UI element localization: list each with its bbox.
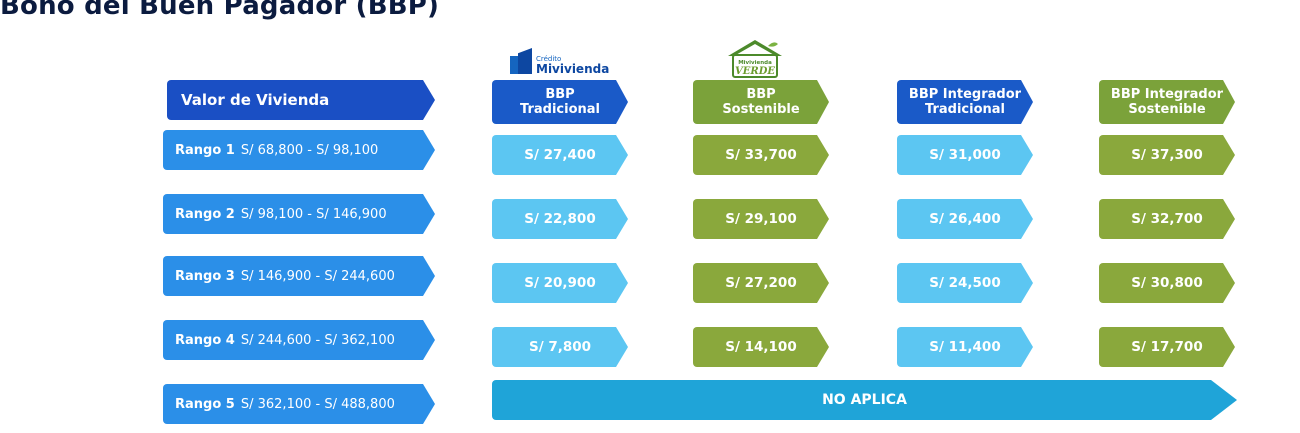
value-cell: S/ 27,400: [492, 135, 628, 175]
house-icon: [510, 48, 532, 74]
value-cell: S/ 33,700: [693, 135, 829, 175]
range-value: S/ 146,900 - S/ 244,600: [240, 268, 395, 284]
range-row-1: Rango 1 S/ 68,800 - S/ 98,100: [163, 130, 435, 170]
header-line1: BBP Integrador: [908, 87, 1022, 102]
header-bbp-integrador-tradicional: BBP Integrador Tradicional: [897, 80, 1033, 124]
page-title: Bono del Buen Pagador (BBP): [0, 0, 440, 21]
value-cell: S/ 31,000: [897, 135, 1033, 175]
range-value: S/ 244,600 - S/ 362,100: [240, 332, 395, 348]
header-line1: BBP: [746, 87, 776, 102]
no-aplica-banner: NO APLICA: [492, 380, 1237, 420]
range-value: S/ 98,100 - S/ 146,900: [240, 206, 387, 222]
header-bbp-sostenible: BBP Sostenible: [693, 80, 829, 124]
value-cell: S/ 26,400: [897, 199, 1033, 239]
value-cell: S/ 27,200: [693, 263, 829, 303]
range-label: Rango 4: [175, 332, 235, 348]
value-cell: S/ 29,100: [693, 199, 829, 239]
range-row-2: Rango 2 S/ 98,100 - S/ 146,900: [163, 194, 435, 234]
mivivienda-verde-logo: Mivivienda VERDE: [728, 40, 782, 78]
header-line1: BBP Integrador: [1110, 87, 1224, 102]
header-bbp-tradicional: BBP Tradicional: [492, 80, 628, 124]
range-value: S/ 68,800 - S/ 98,100: [240, 142, 379, 158]
range-label: Rango 3: [175, 268, 235, 284]
mivivienda-logo: Crédito Mivivienda: [510, 44, 620, 76]
logo-big-text: Mivivienda: [536, 62, 610, 76]
range-label: Rango 1: [175, 142, 235, 158]
header-line2: Tradicional: [925, 102, 1005, 117]
logo-small-text: Crédito: [536, 55, 562, 63]
value-cell: S/ 37,300: [1099, 135, 1235, 175]
range-label: Rango 2: [175, 206, 235, 222]
value-cell: S/ 20,900: [492, 263, 628, 303]
range-value: S/ 362,100 - S/ 488,800: [240, 396, 395, 412]
value-cell: S/ 17,700: [1099, 327, 1235, 367]
logo-verde-bottom: VERDE: [735, 66, 775, 77]
value-cell: S/ 7,800: [492, 327, 628, 367]
value-cell: S/ 24,500: [897, 263, 1033, 303]
range-label: Rango 5: [175, 396, 235, 412]
range-row-5: Rango 5 S/ 362,100 - S/ 488,800: [163, 384, 435, 424]
range-row-3: Rango 3 S/ 146,900 - S/ 244,600: [163, 256, 435, 296]
header-line1: BBP: [545, 87, 575, 102]
value-cell: S/ 30,800: [1099, 263, 1235, 303]
logo-verde-top: Mivivienda: [738, 60, 772, 66]
value-cell: S/ 32,700: [1099, 199, 1235, 239]
header-line2: Tradicional: [520, 102, 600, 117]
header-line2: Sostenible: [1128, 102, 1206, 117]
header-line2: Sostenible: [722, 102, 800, 117]
header-bbp-integrador-sostenible: BBP Integrador Sostenible: [1099, 80, 1235, 124]
value-cell: S/ 14,100: [693, 327, 829, 367]
range-row-4: Rango 4 S/ 244,600 - S/ 362,100: [163, 320, 435, 360]
value-cell: S/ 22,800: [492, 199, 628, 239]
valor-vivienda-header: Valor de Vivienda: [167, 80, 435, 120]
value-cell: S/ 11,400: [897, 327, 1033, 367]
